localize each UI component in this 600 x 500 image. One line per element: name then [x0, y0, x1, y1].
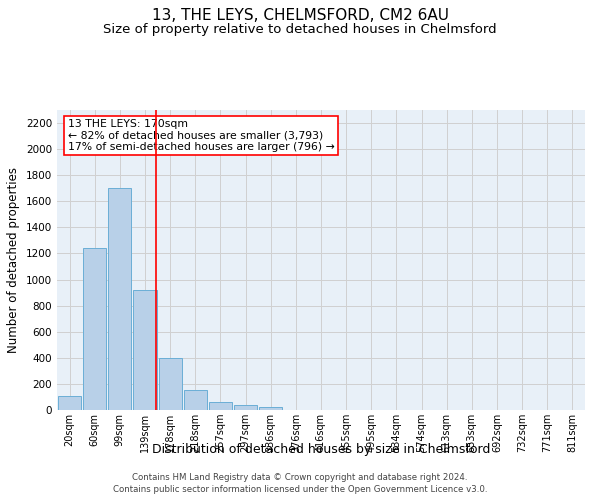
Bar: [259, 406, 282, 410]
Text: Contains public sector information licensed under the Open Government Licence v3: Contains public sector information licen…: [113, 485, 487, 494]
Text: 13 THE LEYS: 170sqm
← 82% of detached houses are smaller (3,793)
17% of semi-det: 13 THE LEYS: 170sqm ← 82% of detached ho…: [68, 119, 334, 152]
Text: Contains HM Land Registry data © Crown copyright and database right 2024.: Contains HM Land Registry data © Crown c…: [132, 472, 468, 482]
Bar: [133, 290, 157, 410]
Bar: [108, 188, 131, 410]
Bar: [184, 390, 207, 410]
Text: Distribution of detached houses by size in Chelmsford: Distribution of detached houses by size …: [152, 442, 490, 456]
Bar: [58, 396, 81, 410]
Bar: [209, 402, 232, 410]
Y-axis label: Number of detached properties: Number of detached properties: [7, 167, 20, 353]
Bar: [158, 358, 182, 410]
Text: 13, THE LEYS, CHELMSFORD, CM2 6AU: 13, THE LEYS, CHELMSFORD, CM2 6AU: [151, 8, 449, 22]
Bar: [83, 248, 106, 410]
Text: Size of property relative to detached houses in Chelmsford: Size of property relative to detached ho…: [103, 22, 497, 36]
Bar: [234, 406, 257, 410]
